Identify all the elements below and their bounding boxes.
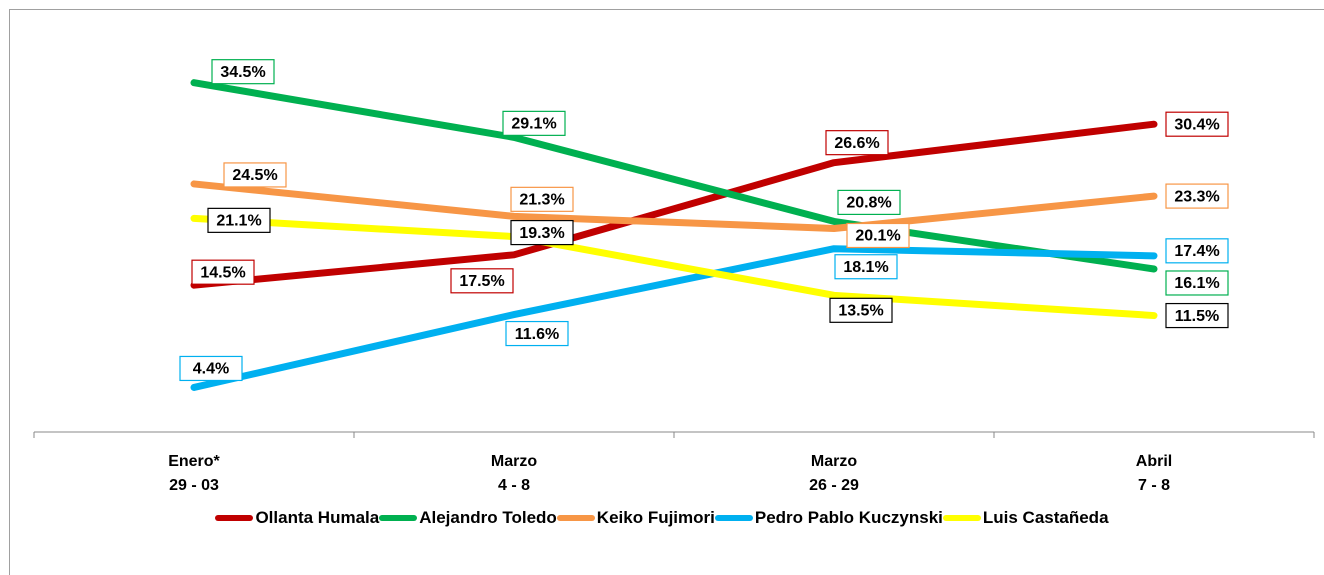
data-label: 26.6% xyxy=(834,135,879,152)
legend-label: Luis Castañeda xyxy=(982,508,1109,527)
data-label-box xyxy=(825,130,889,156)
legend-item: Keiko Fujimori xyxy=(556,508,715,528)
legend-label: Pedro Pablo Kuczynski xyxy=(754,508,943,527)
data-label-box xyxy=(502,110,566,136)
series-line xyxy=(190,120,1158,289)
data-label-box xyxy=(1165,238,1229,264)
chart-frame xyxy=(9,9,1324,575)
data-label: 16.1% xyxy=(1174,275,1219,292)
legend-item: Alejandro Toledo xyxy=(379,508,557,528)
series-line xyxy=(190,79,1158,273)
data-label: 34.5% xyxy=(220,64,265,81)
data-label-box xyxy=(1165,302,1229,329)
legend-item: Pedro Pablo Kuczynski xyxy=(714,508,943,528)
data-label-box xyxy=(179,355,243,382)
legend-item: Luis Castañeda xyxy=(942,508,1109,528)
x-tick-label: 4 - 8 xyxy=(498,477,530,494)
data-label: 19.3% xyxy=(519,225,564,242)
data-label-box xyxy=(1165,111,1229,137)
legend-item: Ollanta Humala xyxy=(215,508,379,528)
data-label: 24.5% xyxy=(232,167,277,184)
x-tick-label: Marzo xyxy=(491,453,537,470)
legend-label: Alejandro Toledo xyxy=(419,508,557,527)
data-label: 23.3% xyxy=(1174,188,1219,205)
series-line xyxy=(190,180,1158,232)
data-label-box xyxy=(1165,183,1229,209)
data-label: 11.6% xyxy=(515,326,559,343)
data-label-box xyxy=(207,207,271,233)
legend-swatch xyxy=(556,515,595,521)
legend-label: Keiko Fujimori xyxy=(596,508,715,527)
data-label-box xyxy=(211,59,275,85)
data-label: 20.1% xyxy=(855,228,900,245)
data-label-box xyxy=(450,268,514,294)
data-label: 29.1% xyxy=(511,116,556,133)
data-label: 21.3% xyxy=(519,192,564,209)
data-label: 11.5% xyxy=(1175,308,1219,325)
x-tick-label: Enero* xyxy=(168,453,220,470)
data-label-box xyxy=(223,162,287,188)
data-label-box xyxy=(505,320,569,347)
data-label: 20.8% xyxy=(846,195,891,212)
data-label: 4.4% xyxy=(193,361,229,378)
legend-label: Ollanta Humala xyxy=(255,508,380,527)
data-label-box xyxy=(510,219,574,246)
data-label: 14.5% xyxy=(200,264,245,281)
legend: Ollanta Humala Alejandro Toledo Keiko Fuji… xyxy=(0,508,1324,528)
data-label: 30.4% xyxy=(1174,116,1219,133)
data-label: 18.1% xyxy=(843,259,888,276)
legend-swatch xyxy=(714,515,753,521)
data-label-box xyxy=(846,222,910,249)
x-tick-label: 26 - 29 xyxy=(809,477,859,494)
data-label-box xyxy=(510,186,574,212)
data-label-box xyxy=(834,254,898,280)
x-tick-label: Marzo xyxy=(811,453,857,470)
data-label: 17.4% xyxy=(1174,243,1219,260)
series-line xyxy=(190,245,1158,391)
data-label: 13.5% xyxy=(838,303,883,320)
legend-swatch xyxy=(215,515,254,521)
series-line xyxy=(190,214,1158,320)
legend-swatch xyxy=(942,515,981,521)
x-tick-label: 29 - 03 xyxy=(169,477,219,494)
data-label-box xyxy=(191,259,255,285)
data-label-box xyxy=(1165,270,1229,296)
data-label: 17.5% xyxy=(459,273,504,290)
data-label: 21.1% xyxy=(216,213,261,230)
data-label-box xyxy=(837,189,901,215)
data-label-box xyxy=(829,297,893,323)
x-tick-label: 7 - 8 xyxy=(1138,477,1170,494)
x-tick-label: Abril xyxy=(1136,453,1172,470)
legend-swatch xyxy=(379,515,418,521)
